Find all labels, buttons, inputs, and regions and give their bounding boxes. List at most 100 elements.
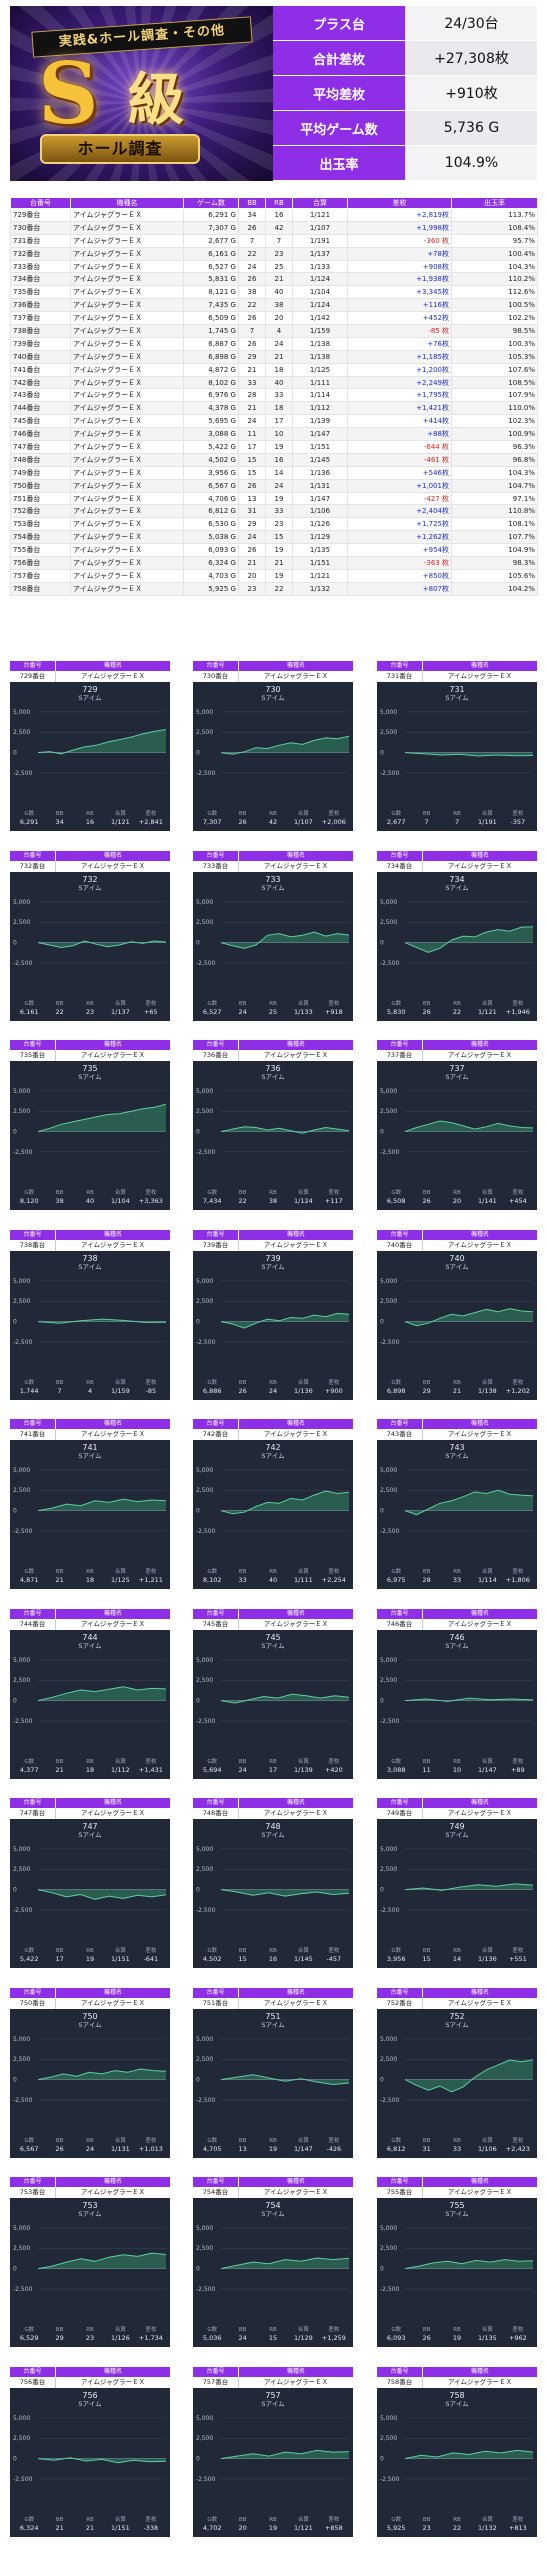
stat-header: BB xyxy=(55,1948,64,1954)
stat-value: 1/132 xyxy=(478,2523,497,2532)
cell-machine-no: 733番台 xyxy=(10,259,71,274)
graph-card[interactable]: 台番号 機種名 739番台 アイムジャグラーＥＸ 739 Sアイム 5,000 2,500 0 -… xyxy=(193,1229,353,1400)
card-header: 台番号 機種名 xyxy=(193,1229,353,1240)
graph-card[interactable]: 台番号 機種名 747番台 アイムジャグラーＥＸ 747 Sアイム 5,000 2,500 0 -… xyxy=(10,1798,170,1968)
cell-total: 1/106 xyxy=(292,504,348,519)
stat-col: G数 6,567 xyxy=(14,2137,44,2154)
stat-header: G数 xyxy=(391,2137,402,2144)
stat-header: 差枚 xyxy=(145,2516,157,2523)
graph-card[interactable]: 台番号 機種名 754番台 アイムジャグラーＥＸ 754 Sアイム 5,000 2,500 0 -… xyxy=(193,2177,353,2347)
graph-card[interactable]: 台番号 機種名 743番台 アイムジャグラーＥＸ 743 Sアイム 5,000 2,500 0 -… xyxy=(377,1419,537,1589)
table-body: 729番台 アイムジャグラーＥＸ 6,291 G 34 16 1/121 +2,819枚 11… xyxy=(10,208,538,596)
stat-value: 1/136 xyxy=(294,1386,313,1395)
graph-card[interactable]: 台番号 機種名 738番台 アイムジャグラーＥＸ 738 Sアイム 5,000 2,500 0 -… xyxy=(10,1229,170,1400)
graph-card[interactable]: 台番号 機種名 734番台 アイムジャグラーＥＸ 734 Sアイム 5,000 2,500 0 -… xyxy=(377,850,537,1021)
axis-label: 5,000 xyxy=(13,709,30,716)
graph-card[interactable]: 台番号 機種名 756番台 アイムジャグラーＥＸ 756 Sアイム 5,000 2,500 0 -… xyxy=(10,2366,170,2537)
cell-rb: 16 xyxy=(265,452,293,467)
cell-rate: 110.0% xyxy=(451,401,538,416)
graph-card[interactable]: 台番号 機種名 731番台 アイムジャグラーＥＸ 731 Sアイム 5,000 2,500 0 -… xyxy=(377,661,537,831)
table-row: 757番台 アイムジャグラーＥＸ 4,703 G 20 19 1/121 +850枚 105.… xyxy=(10,568,538,583)
axis-label: 5,000 xyxy=(196,1088,213,1095)
card-model-name: アイムジャグラーＥＸ xyxy=(447,1240,513,1249)
stat-col: RB 22 xyxy=(442,1000,472,1017)
graph-card[interactable]: 台番号 機種名 752番台 アイムジャグラーＥＸ 752 Sアイム 5,000 2,500 0 -… xyxy=(377,1987,537,2158)
cell-diff: +1,185枚 xyxy=(347,349,452,364)
cell-diff: +1,200枚 xyxy=(347,362,452,377)
graph-card[interactable]: 台番号 機種名 744番台 アイムジャグラーＥＸ 744 Sアイム 5,000 2,500 0 -… xyxy=(10,1608,170,1779)
slump-line xyxy=(404,1307,534,1326)
graph-card[interactable]: 台番号 機種名 751番台 アイムジャグラーＥＸ 751 Sアイム 5,000 2,500 0 -… xyxy=(193,1987,353,2158)
graph-card[interactable]: 台番号 機種名 748番台 アイムジャグラーＥＸ 748 Sアイム 5,000 2,500 0 -… xyxy=(193,1798,353,1968)
graph-card[interactable]: 台番号 機種名 757番台 アイムジャグラーＥＸ 757 Sアイム 5,000 2,500 0 -… xyxy=(193,2366,353,2537)
card-header-no: 台番号 xyxy=(193,1798,239,1808)
stat-header: 差枚 xyxy=(328,2137,340,2144)
graph-card[interactable]: 台番号 機種名 742番台 アイムジャグラーＥＸ 742 Sアイム 5,000 2,500 0 -… xyxy=(193,1419,353,1589)
graph-card[interactable]: 台番号 機種名 732番台 アイムジャグラーＥＸ 732 Sアイム 5,000 2,500 0 -… xyxy=(10,850,170,1021)
axis-label: -2,500 xyxy=(196,1907,216,1914)
card-sub-model: Sアイム xyxy=(78,1641,102,1650)
card-info: 731番台 アイムジャグラーＥＸ xyxy=(377,671,537,682)
graph-card[interactable]: 台番号 機種名 729番台 アイムジャグラーＥＸ 729 Sアイム 5,000 2,500 0 -… xyxy=(10,661,170,831)
table-row: 746番台 アイムジャグラーＥＸ 3,088 G 11 10 1/147 +88枚 100.9… xyxy=(10,427,538,442)
stat-value: 18 xyxy=(85,1765,95,1774)
axis-label: -2,500 xyxy=(196,2475,216,2482)
card-header-no: 台番号 xyxy=(377,1608,423,1619)
graph-card[interactable]: 台番号 機種名 745番台 アイムジャグラーＥＸ 745 Sアイム 5,000 2,500 0 -… xyxy=(193,1608,353,1779)
stat-value: 24 xyxy=(238,2334,247,2342)
axis-label: 0 xyxy=(196,1887,200,1894)
card-sub-model: Sアイム xyxy=(261,1831,285,1839)
cell-games: 5,831 G xyxy=(183,272,239,287)
graph-card[interactable]: 台番号 機種名 733番台 アイムジャグラーＥＸ 733 Sアイム 5,000 2,500 0 -… xyxy=(193,850,353,1021)
card-sub-model: Sアイム xyxy=(78,2210,102,2218)
slump-line xyxy=(220,1490,350,1515)
card-model-name: アイムジャグラーＥＸ xyxy=(447,1430,513,1438)
graph-card[interactable]: 台番号 機種名 758番台 アイムジャグラーＥＸ 758 Sアイム 5,000 2,500 0 -… xyxy=(377,2366,537,2537)
card-model-name: アイムジャグラーＥＸ xyxy=(80,1998,146,2007)
card-stats: G数 6,886 BB 26 RB 24 合算 1/136 差枚 +900 xyxy=(193,1379,353,1396)
card-model-name: アイムジャグラーＥＸ xyxy=(80,1051,146,1059)
stat-col: RB 25 xyxy=(258,1000,288,1017)
stat-value: +858 xyxy=(324,2523,343,2532)
card-stats: G数 6,324 BB 21 RB 21 合算 1/151 差枚 -338 xyxy=(10,2516,170,2533)
cell-rb: 21 xyxy=(265,556,293,570)
graph-card[interactable]: 台番号 機種名 737番台 アイムジャグラーＥＸ 737 Sアイム 5,000 2,500 0 -… xyxy=(377,1040,537,1210)
stat-value: 19 xyxy=(268,2523,278,2532)
card-header: 台番号 機種名 xyxy=(193,2366,353,2377)
graph-card[interactable]: 台番号 機種名 746番台 アイムジャグラーＥＸ 746 Sアイム 5,000 2,500 0 -… xyxy=(377,1608,537,1779)
graph-card[interactable]: 台番号 機種名 740番台 アイムジャグラーＥＸ 740 Sアイム 5,000 2,500 0 -… xyxy=(377,1229,537,1400)
stat-header: G数 xyxy=(391,1569,402,1575)
slump-area xyxy=(405,2259,533,2269)
stat-header: RB xyxy=(269,1948,277,1954)
axis-label: 2,500 xyxy=(380,2245,397,2252)
card-model-name: アイムジャグラーＥＸ xyxy=(80,1430,146,1438)
graph-card[interactable]: 台番号 機種名 749番台 アイムジャグラーＥＸ 749 Sアイム 5,000 2,500 0 -… xyxy=(377,1798,537,1968)
cell-bb: 7 xyxy=(238,324,266,338)
stat-col: 合算 1/129 xyxy=(288,2326,318,2343)
stat-value: 4,871 xyxy=(19,1576,39,1584)
graph-card[interactable]: 台番号 機種名 741番台 アイムジャグラーＥＸ 741 Sアイム 5,000 2,500 0 -… xyxy=(10,1419,170,1589)
card-sub-model: Sアイム xyxy=(78,2399,102,2408)
graph-card[interactable]: 台番号 機種名 753番台 アイムジャグラーＥＸ 753 Sアイム 5,000 2,500 0 -… xyxy=(10,2177,170,2347)
stat-col: 合算 1/121 xyxy=(105,810,135,827)
stat-col: G数 5,830 xyxy=(381,1000,411,1017)
cell-rb: 24 xyxy=(265,478,293,493)
slump-line xyxy=(220,1312,350,1329)
graph-card[interactable]: 台番号 機種名 735番台 アイムジャグラーＥＸ 735 Sアイム 5,000 2,500 0 -… xyxy=(10,1040,170,1210)
slump-graph: 5,000 2,500 0 -2,500 xyxy=(196,2035,350,2103)
graph-card[interactable]: 台番号 機種名 730番台 アイムジャグラーＥＸ 730 Sアイム 5,000 2,500 0 -… xyxy=(193,661,353,831)
graph-card[interactable]: 台番号 機種名 736番台 アイムジャグラーＥＸ 736 Sアイム 5,000 2,500 0 -… xyxy=(193,1040,353,1210)
axis-label: 0 xyxy=(196,2455,200,2462)
axis-label: 0 xyxy=(196,750,200,757)
axis-label: 2,500 xyxy=(380,1677,397,1684)
stat-header: RB xyxy=(453,1000,461,1007)
graph-card[interactable]: 台番号 機種名 755番台 アイムジャグラーＥＸ 755 Sアイム 5,000 2,500 0 -… xyxy=(377,2177,537,2347)
card-machine-no: 746番台 xyxy=(377,1618,423,1630)
axis-label: 5,000 xyxy=(196,898,213,905)
cell-machine-no: 736番台 xyxy=(10,298,71,313)
stat-header: 差枚 xyxy=(328,811,340,817)
graph-card[interactable]: 台番号 機種名 750番台 アイムジャグラーＥＸ 750 Sアイム 5,000 2,500 0 -… xyxy=(10,1987,170,2158)
cell-bb: 26 xyxy=(238,478,266,493)
cell-games: 5,695 G xyxy=(183,414,239,429)
card-info: 747番台 アイムジャグラーＥＸ xyxy=(10,1808,170,1819)
